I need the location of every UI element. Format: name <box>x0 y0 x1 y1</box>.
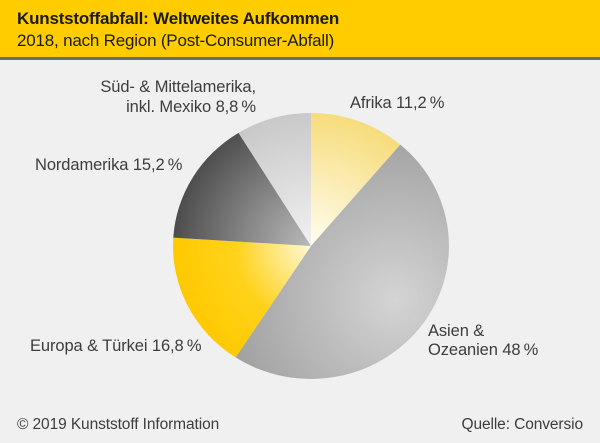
chart-title: Kunststoffabfall: Weltweites Aufkommen <box>17 9 340 28</box>
slice-label-nordamerika: Nordamerika 15,2 % <box>35 155 182 175</box>
chart-subtitle: 2018, nach Region (Post-Consumer-Abfall) <box>17 31 335 50</box>
slice-label-line: Asien & <box>428 322 485 340</box>
pie-slice-afrika <box>311 113 401 246</box>
copyright-text: © 2019 Kunststoff Information <box>17 416 220 433</box>
slice-label-afrika: Afrika 11,2 % <box>350 93 444 113</box>
chart-area: Süd- & Mittelamerika, inkl. Mexiko 8,8 %… <box>0 60 600 443</box>
pie-slice-nordamerika <box>173 132 311 246</box>
pie-slice-sued-mittelamerika <box>238 113 311 246</box>
slice-label-asien-ozeanien: Asien & Ozeanien 48 % <box>428 322 538 360</box>
slice-label-line: Europa & Türkei 16,8 % <box>30 337 202 355</box>
slice-label-line: Afrika 11,2 % <box>350 94 445 112</box>
slice-label-line: Nordamerika 15,2 % <box>35 156 183 174</box>
slice-label-line: Ozeanien 48 % <box>428 341 539 359</box>
slice-label-line: inkl. Mexiko 8,8 % <box>126 98 256 116</box>
slice-label-sued-mittelamerika: Süd- & Mittelamerika, inkl. Mexiko 8,8 % <box>100 77 256 117</box>
footer: © 2019 Kunststoff Information Quelle: Co… <box>17 416 583 434</box>
header: Kunststoffabfall: Weltweites Aufkommen 2… <box>0 0 600 57</box>
slice-label-europa-tuerkei: Europa & Türkei 16,8 % <box>30 336 202 356</box>
pie-slice-europa-tuerkei <box>172 237 311 358</box>
slice-label-line: Süd- & Mittelamerika, <box>100 78 256 96</box>
pie-slice-asien-ozeanien <box>235 144 449 379</box>
source-text: Quelle: Conversio <box>461 416 584 433</box>
header-separator <box>0 57 600 60</box>
